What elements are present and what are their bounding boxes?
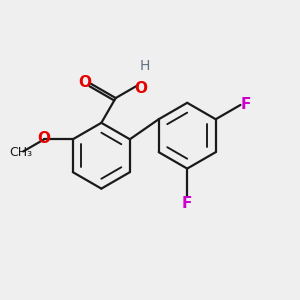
Text: O: O <box>37 131 50 146</box>
Text: H: H <box>140 59 150 73</box>
Text: F: F <box>182 196 192 211</box>
Text: CH₃: CH₃ <box>9 146 32 158</box>
Text: F: F <box>241 97 251 112</box>
Text: O: O <box>78 75 91 90</box>
Text: O: O <box>134 80 147 95</box>
